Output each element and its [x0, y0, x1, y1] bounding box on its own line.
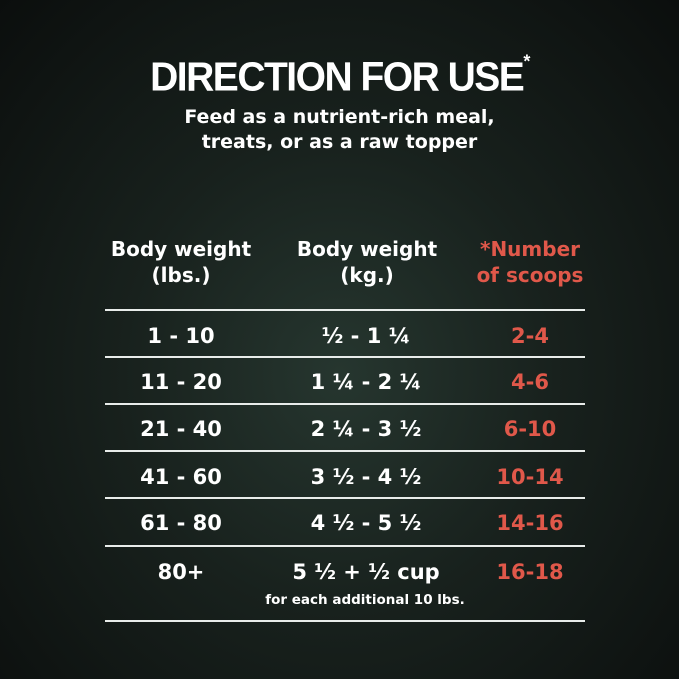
cell-scoops: 10-14	[496, 465, 564, 489]
table-divider	[105, 497, 585, 499]
table-divider	[105, 620, 585, 622]
cell-scoops: 16-18	[496, 560, 564, 584]
cell-scoops: 2-4	[511, 324, 549, 348]
header-line: Body weight	[296, 237, 438, 261]
header-line: of scoops	[476, 263, 584, 287]
cell-scoops: 14-16	[496, 511, 564, 535]
title-text: DIRECTION FOR USE	[150, 54, 525, 101]
cell-kg: 1 ¼ - 2 ¼	[310, 370, 422, 394]
cell-lbs: 61 - 80	[140, 511, 222, 535]
table-divider	[105, 403, 585, 405]
cell-kg: 5 ½ + ½ cup	[292, 560, 440, 584]
cell-kg: 2 ¼ - 3 ½	[310, 417, 422, 441]
subtitle-line-2: treats, or as a raw topper	[201, 131, 478, 153]
header-kg: Body weight (kg.)	[267, 236, 467, 288]
last-row-note: for each additional 10 lbs.	[265, 592, 465, 608]
header-line: Body weight	[110, 237, 252, 261]
header-line: (lbs.)	[151, 263, 211, 287]
header-lbs: Body weight (lbs.)	[81, 236, 281, 288]
header-line: (kg.)	[340, 263, 394, 287]
table-divider	[105, 356, 585, 358]
cell-lbs: 80+	[157, 560, 205, 584]
subtitle-line-1: Feed as a nutrient-rich meal,	[184, 106, 495, 128]
cell-lbs: 11 - 20	[140, 370, 222, 394]
cell-lbs: 1 - 10	[147, 324, 215, 348]
cell-lbs: 41 - 60	[140, 465, 222, 489]
page-title: DIRECTION FOR USE*	[0, 51, 679, 101]
title-asterisk: *	[523, 50, 530, 72]
table-divider	[105, 545, 585, 547]
table-divider	[105, 450, 585, 452]
cell-lbs: 21 - 40	[140, 417, 222, 441]
cell-kg: 4 ½ - 5 ½	[310, 511, 422, 535]
cell-scoops: 6-10	[503, 417, 557, 441]
cell-scoops: 4-6	[511, 370, 549, 394]
cell-kg: 3 ½ - 4 ½	[310, 465, 422, 489]
subtitle: Feed as a nutrient-rich meal, treats, or…	[0, 105, 679, 155]
header-line: *Number	[479, 237, 581, 261]
table-divider	[105, 309, 585, 311]
header-scoops: *Number of scoops	[430, 236, 630, 288]
cell-kg: ½ - 1 ¼	[321, 324, 411, 348]
